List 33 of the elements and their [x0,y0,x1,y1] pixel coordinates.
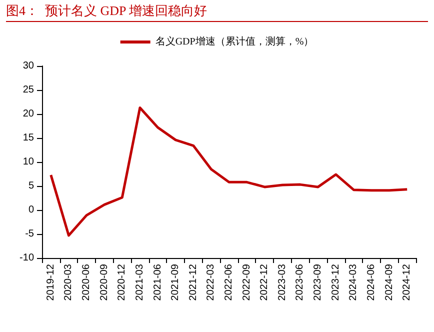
x-tick-label: 2024-09 [384,264,395,301]
x-tick-label: 2022-03 [206,264,217,301]
x-tick-label: 2023-12 [330,264,342,301]
y-tick-label: 30 [22,60,34,72]
y-tick-label: 0 [28,204,34,216]
x-tick-label: 2021-06 [152,264,164,301]
chart-title: 图4： 预计名义 GDP 增速回稳向好 [6,2,208,20]
line-series [50,106,408,237]
x-tick-label: 2024-06 [366,264,377,301]
x-tick-label: 2021-09 [170,264,182,301]
x-tick-label: 2019-12 [45,264,56,301]
x-tick-label: 2023-03 [276,264,288,301]
x-tick-label: 2023-09 [312,264,324,301]
y-tick-label: 10 [22,156,34,168]
x-tick-label: 2022-06 [224,264,234,301]
y-tick-label: -5 [25,228,34,240]
x-tick-label: 2022-12 [259,264,270,301]
legend-label: 名义GDP增速（累计值，测算，%） [155,36,314,48]
x-tick-label: 2024-03 [348,264,360,301]
x-tick-label: 2023-06 [294,264,306,301]
x-tick-label: 2020-03 [63,264,74,301]
y-tick-label: 20 [22,108,34,120]
x-tick-label: 2021-03 [134,264,146,301]
x-tick-label: 2021-12 [188,264,199,301]
x-tick-label: 2020-06 [81,264,92,301]
y-tick-label: 5 [28,180,34,192]
x-tick-label: 2024-12 [402,264,413,301]
x-tick-label: 2022-09 [241,264,252,301]
y-tick-label: 15 [22,132,34,144]
y-tick-label: 25 [22,84,34,96]
y-tick-label: -10 [20,252,34,264]
x-tick-label: 2020-09 [98,264,110,301]
x-tick-label: 2020-12 [116,264,128,301]
